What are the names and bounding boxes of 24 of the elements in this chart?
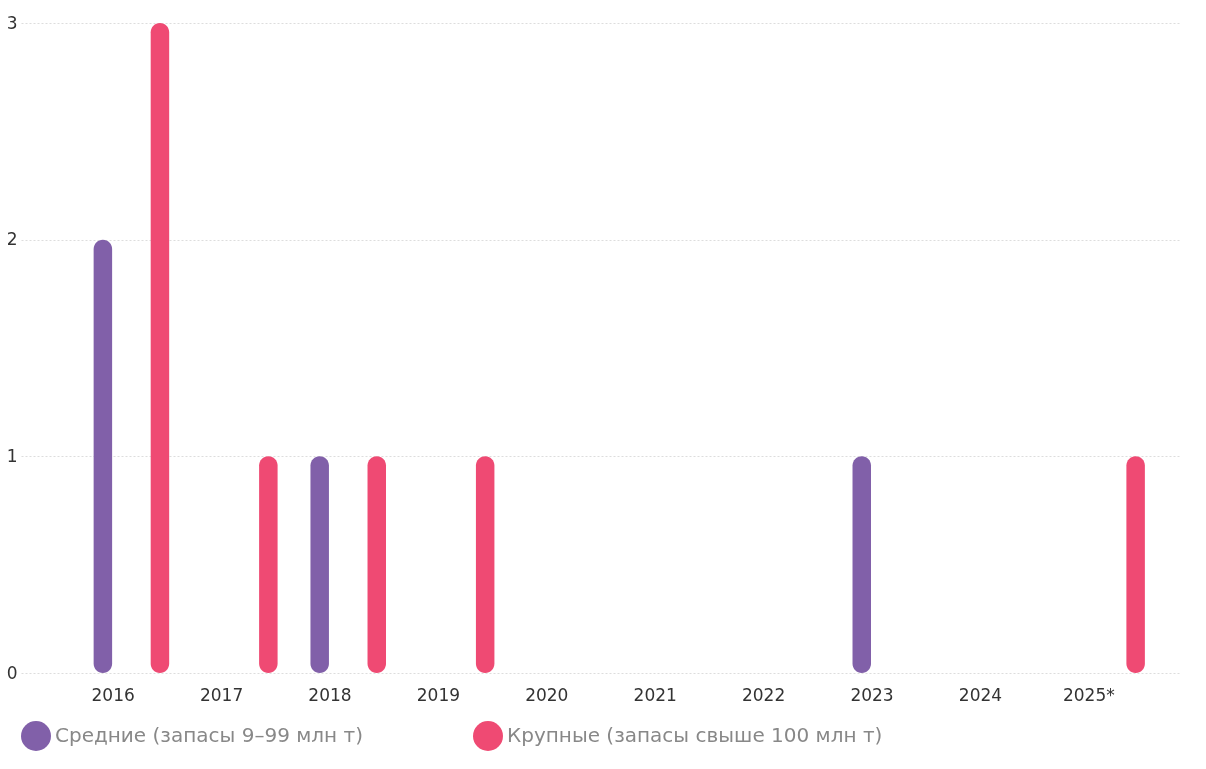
bar	[259, 456, 278, 673]
y-tick-label: 0	[6, 662, 18, 683]
bar	[93, 239, 113, 673]
bar	[852, 456, 871, 673]
bar	[475, 456, 495, 673]
y-tick-label: 1	[6, 445, 18, 466]
x-tick-label: 2024	[958, 684, 1003, 705]
x-tick-label: 2021	[633, 684, 677, 705]
bar	[310, 456, 329, 673]
x-tick-label: 2016	[91, 684, 135, 705]
legend-label: Крупные (запасы свыше 100 млн т)	[507, 723, 883, 747]
legend-label: Средние (запасы 9–99 млн т)	[55, 723, 363, 747]
y-tick-label: 3	[6, 12, 18, 33]
x-tick-label: 2020	[525, 684, 569, 705]
x-tick-label: 2018	[308, 684, 352, 705]
x-tick-label: 2019	[416, 684, 461, 705]
x-tick-label: 2022	[741, 684, 786, 705]
bar	[150, 23, 170, 673]
bar	[1126, 456, 1145, 673]
x-tick-label: 2025*	[1062, 684, 1115, 705]
y-tick-label: 2	[6, 229, 18, 250]
bar	[367, 456, 386, 673]
x-tick-label: 2023	[850, 684, 894, 705]
x-tick-label: 2017	[199, 684, 244, 705]
